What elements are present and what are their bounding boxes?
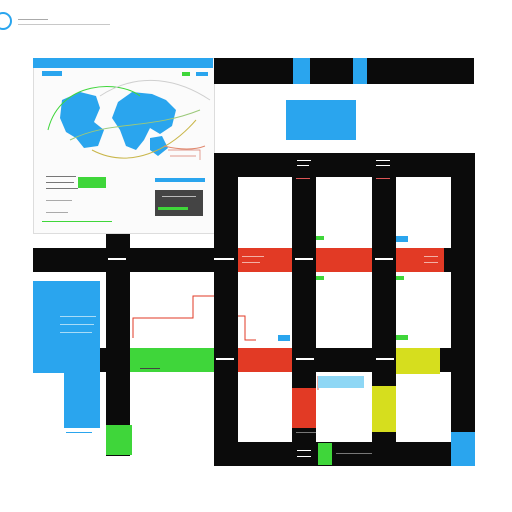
band-marker xyxy=(108,258,126,260)
red-band-label xyxy=(242,256,264,257)
blue-chip xyxy=(396,236,408,242)
frame-label xyxy=(297,450,311,451)
frame-label xyxy=(376,165,390,166)
green-tab xyxy=(318,443,332,465)
band-marker xyxy=(296,358,314,360)
blue-panel-label xyxy=(60,324,94,325)
band-marker xyxy=(216,358,234,360)
inset-panel-bar xyxy=(155,178,205,182)
top-bar-blue-block xyxy=(353,58,367,84)
band-marker xyxy=(375,258,393,260)
map-panel-header-chip xyxy=(42,71,62,76)
ring-logo-icon xyxy=(0,12,12,30)
green-block xyxy=(106,425,132,455)
inset-panel-line xyxy=(162,196,196,197)
red-block xyxy=(292,388,316,428)
left-column xyxy=(106,234,130,456)
blue-panel-label xyxy=(66,432,92,433)
blue-corner-block xyxy=(451,432,475,466)
main-frame-right xyxy=(451,153,475,466)
frame-label xyxy=(376,178,390,179)
blue-panel-label xyxy=(60,316,96,317)
bottom-caption xyxy=(336,453,372,454)
green-chip xyxy=(396,335,408,340)
main-frame-top xyxy=(214,153,474,177)
frame-label xyxy=(297,165,309,166)
green-chip xyxy=(396,276,404,280)
header-divider xyxy=(18,19,48,20)
list-highlight-green xyxy=(78,177,106,188)
band-marker xyxy=(376,358,394,360)
frame-label xyxy=(297,456,311,457)
green-chip xyxy=(316,276,324,280)
blue-side-panel xyxy=(33,281,100,373)
map-panel-header-bar xyxy=(33,58,213,68)
list-item xyxy=(46,176,76,177)
yellow-block xyxy=(372,386,396,432)
blue-chip xyxy=(278,335,290,341)
inset-panel xyxy=(155,190,203,216)
main-frame-bottom xyxy=(214,442,474,466)
red-band-right xyxy=(396,248,444,272)
frame-label xyxy=(297,160,311,161)
inset-panel-bar-green xyxy=(158,207,188,210)
red-band-label xyxy=(424,262,438,263)
map-panel-header-chip-blue xyxy=(196,72,208,76)
header-divider-long xyxy=(18,24,110,25)
red-band-label xyxy=(242,262,260,263)
top-bar xyxy=(214,58,474,84)
top-bar-blue-block xyxy=(293,58,310,84)
map-panel-header-chip-green xyxy=(182,72,190,76)
list-item xyxy=(46,182,74,183)
yellow-band xyxy=(396,348,440,374)
blue-panel-label xyxy=(60,332,92,333)
list-row-underline xyxy=(42,221,112,222)
band-marker xyxy=(295,258,313,260)
green-chip xyxy=(316,236,324,240)
frame-label xyxy=(376,160,390,161)
red-band-mid xyxy=(316,248,372,272)
red-band-label xyxy=(424,256,438,257)
band-marker xyxy=(214,258,234,260)
main-frame-left xyxy=(214,153,238,466)
blue-panel xyxy=(286,100,356,140)
list-item xyxy=(46,212,68,213)
light-blue-band xyxy=(318,376,364,388)
green-band-label xyxy=(140,368,160,369)
list-item xyxy=(46,200,72,201)
bottom-caption xyxy=(296,432,316,433)
blue-side-panel-tail xyxy=(64,372,100,428)
frame-label xyxy=(296,178,310,179)
list-item xyxy=(46,188,78,189)
red-band-lower xyxy=(238,348,292,372)
red-band-left xyxy=(238,248,292,272)
